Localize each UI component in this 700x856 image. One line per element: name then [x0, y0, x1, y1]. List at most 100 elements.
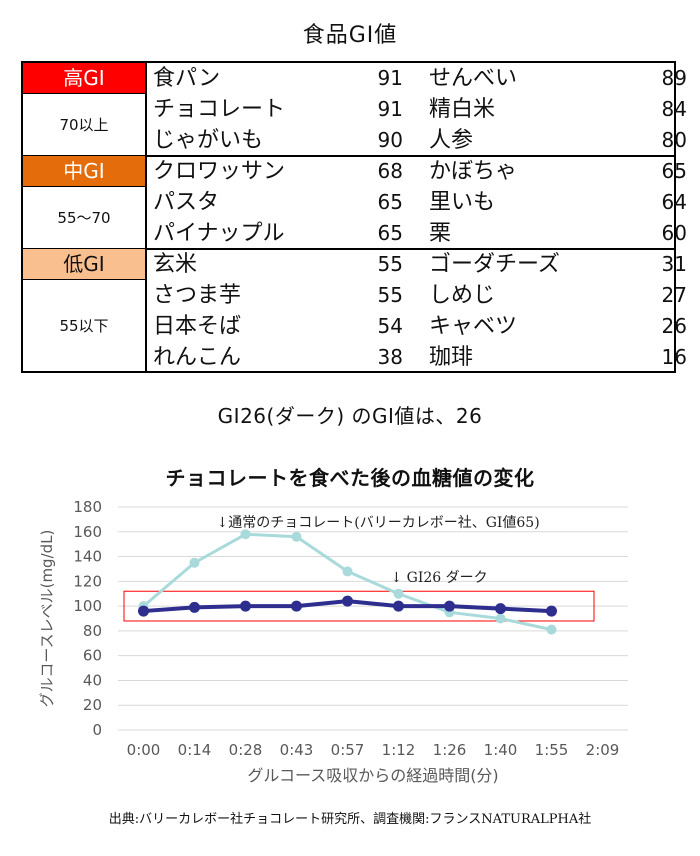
annotation-dark: ↓ GI26 ダーク [391, 570, 488, 586]
food-name: さつま芋 [153, 283, 242, 308]
table-row: パスタ 65 里いも 64 [147, 187, 687, 218]
y-tick-label: 160 [73, 523, 102, 541]
food-name: パイナップル [153, 221, 285, 246]
food-gi-value: 64 [661, 190, 687, 214]
series-1-point [189, 557, 200, 568]
x-tick-label: 0:57 [331, 741, 365, 759]
x-tick-label: 0:28 [229, 741, 263, 759]
x-tick-label: 1:55 [535, 741, 569, 759]
food-gi-value: 31 [661, 252, 687, 276]
table-row: じゃがいも 90 人参 80 [147, 125, 687, 156]
table-row: れんこん 38 珈琲 16 [147, 342, 687, 373]
series-2-point [240, 600, 251, 612]
food-gi-value: 65 [661, 159, 687, 183]
food-name: 精白米 [429, 97, 496, 122]
food-name: しめじ [429, 283, 496, 308]
series-2-point [393, 600, 404, 612]
series-2-point [444, 600, 455, 612]
food-name: キャベツ [429, 314, 518, 339]
x-tick-label: 0:00 [127, 741, 161, 759]
band-divider [23, 155, 674, 157]
ratio-note: GI26(ダーク) のGI値は、26 [217, 404, 483, 428]
food-name: 食パン [153, 66, 221, 91]
y-tick-label: 120 [73, 572, 102, 590]
band-divider [23, 248, 674, 250]
table-row: 日本そば 54 キャベツ 26 [147, 311, 687, 342]
food-name: 玄米 [153, 252, 198, 277]
food-name: 日本そば [153, 314, 242, 339]
food-name: 珈琲 [429, 345, 474, 370]
x-tick-label: 1:40 [484, 741, 518, 759]
food-name: かぼちゃ [429, 159, 518, 184]
table-row: さつま芋 55 しめじ 27 [147, 280, 687, 311]
series-1-point [240, 529, 251, 540]
x-tick-label: 1:12 [382, 741, 416, 759]
series-line-1 [142, 532, 552, 632]
food-gi-value: 55 [377, 252, 403, 276]
y-tick-label: 140 [73, 548, 102, 566]
series-2-point [291, 600, 302, 612]
food-gi-value: 60 [661, 221, 687, 245]
food-gi-value: 55 [377, 283, 403, 307]
food-name: パスタ [153, 190, 220, 215]
food-gi-value: 90 [377, 128, 403, 152]
gi-band-label: 中GI [23, 156, 145, 187]
food-gi-value: 54 [377, 314, 403, 338]
blood-sugar-chart: 0 20 40 60 80 100 120 140 160 180 0:00 0:14 0:28 0:43… [38, 498, 628, 785]
gi-band-range: 55以下 [59, 317, 109, 335]
y-tick-label: 60 [83, 647, 102, 665]
series-1-point [291, 531, 302, 542]
x-tick-label: 2:09 [586, 741, 620, 759]
food-gi-value: 65 [377, 190, 403, 214]
source-note: 出典:バリーカレボー社チョコレート研究所、調査機関:フランスNATURALPHA… [108, 812, 592, 827]
series-2-point [495, 603, 506, 615]
table-row: クロワッサン 68 かぼちゃ 65 [147, 156, 687, 187]
x-tick-label: 0:14 [178, 741, 212, 759]
food-gi-value: 38 [377, 345, 403, 369]
y-tick-label: 80 [83, 622, 102, 640]
food-name: れんこん [153, 345, 242, 370]
food-gi-value: 91 [377, 97, 403, 121]
food-name: 栗 [429, 221, 452, 246]
x-tick-label: 0:43 [280, 741, 314, 759]
table-title: 食品GI値 [302, 23, 398, 48]
food-gi-value: 65 [377, 221, 403, 245]
highlight-box [123, 590, 595, 622]
food-gi-value: 84 [661, 97, 687, 121]
gi-band-range: 70以上 [59, 116, 109, 134]
x-axis-label: グルコース吸収からの経過時間(分) [247, 766, 498, 785]
series-2-point [546, 605, 557, 617]
food-name: 里いも [429, 190, 496, 215]
series-2-point [138, 605, 149, 617]
gi-band-label: 低GI [23, 249, 145, 280]
y-tick-label: 100 [73, 597, 102, 615]
series-1-point [393, 588, 404, 599]
gi-band-range: 55〜70 [57, 209, 111, 227]
table-row: パイナップル 65 栗 60 [147, 218, 687, 249]
table-row: 玄米 55 ゴーダチーズ 31 [147, 249, 687, 280]
chart-title: チョコレートを食べた後の血糖値の変化 [165, 466, 535, 490]
table-row: 食パン 91 せんべい 89 [147, 63, 687, 94]
food-gi-value: 80 [661, 128, 687, 152]
food-gi-value: 89 [661, 66, 687, 90]
series-2-point [342, 595, 353, 607]
food-name: ゴーダチーズ [429, 252, 560, 277]
y-tick-label: 180 [73, 498, 102, 516]
y-tick-label: 20 [83, 696, 102, 714]
table-column-divider [145, 63, 147, 371]
food-name: せんべい [429, 66, 518, 91]
gi-band-label: 高GI [23, 63, 145, 94]
food-name: じゃがいも [153, 128, 264, 153]
food-gi-value: 68 [377, 159, 403, 183]
food-name: 人参 [429, 128, 474, 153]
table-row: チョコレート 91 精白米 84 [147, 94, 687, 125]
annotation-regular: ↓通常のチョコレート(バリーカレボー社、GI値65) [217, 515, 540, 531]
food-name: チョコレート [153, 97, 286, 122]
y-tick-label: 0 [92, 721, 102, 739]
food-gi-value: 16 [661, 345, 687, 369]
series-1-point [546, 624, 557, 635]
food-name: クロワッサン [153, 159, 286, 184]
food-gi-value: 26 [661, 314, 687, 338]
x-tick-label: 1:26 [433, 741, 467, 759]
y-tick-label: 40 [83, 671, 102, 689]
